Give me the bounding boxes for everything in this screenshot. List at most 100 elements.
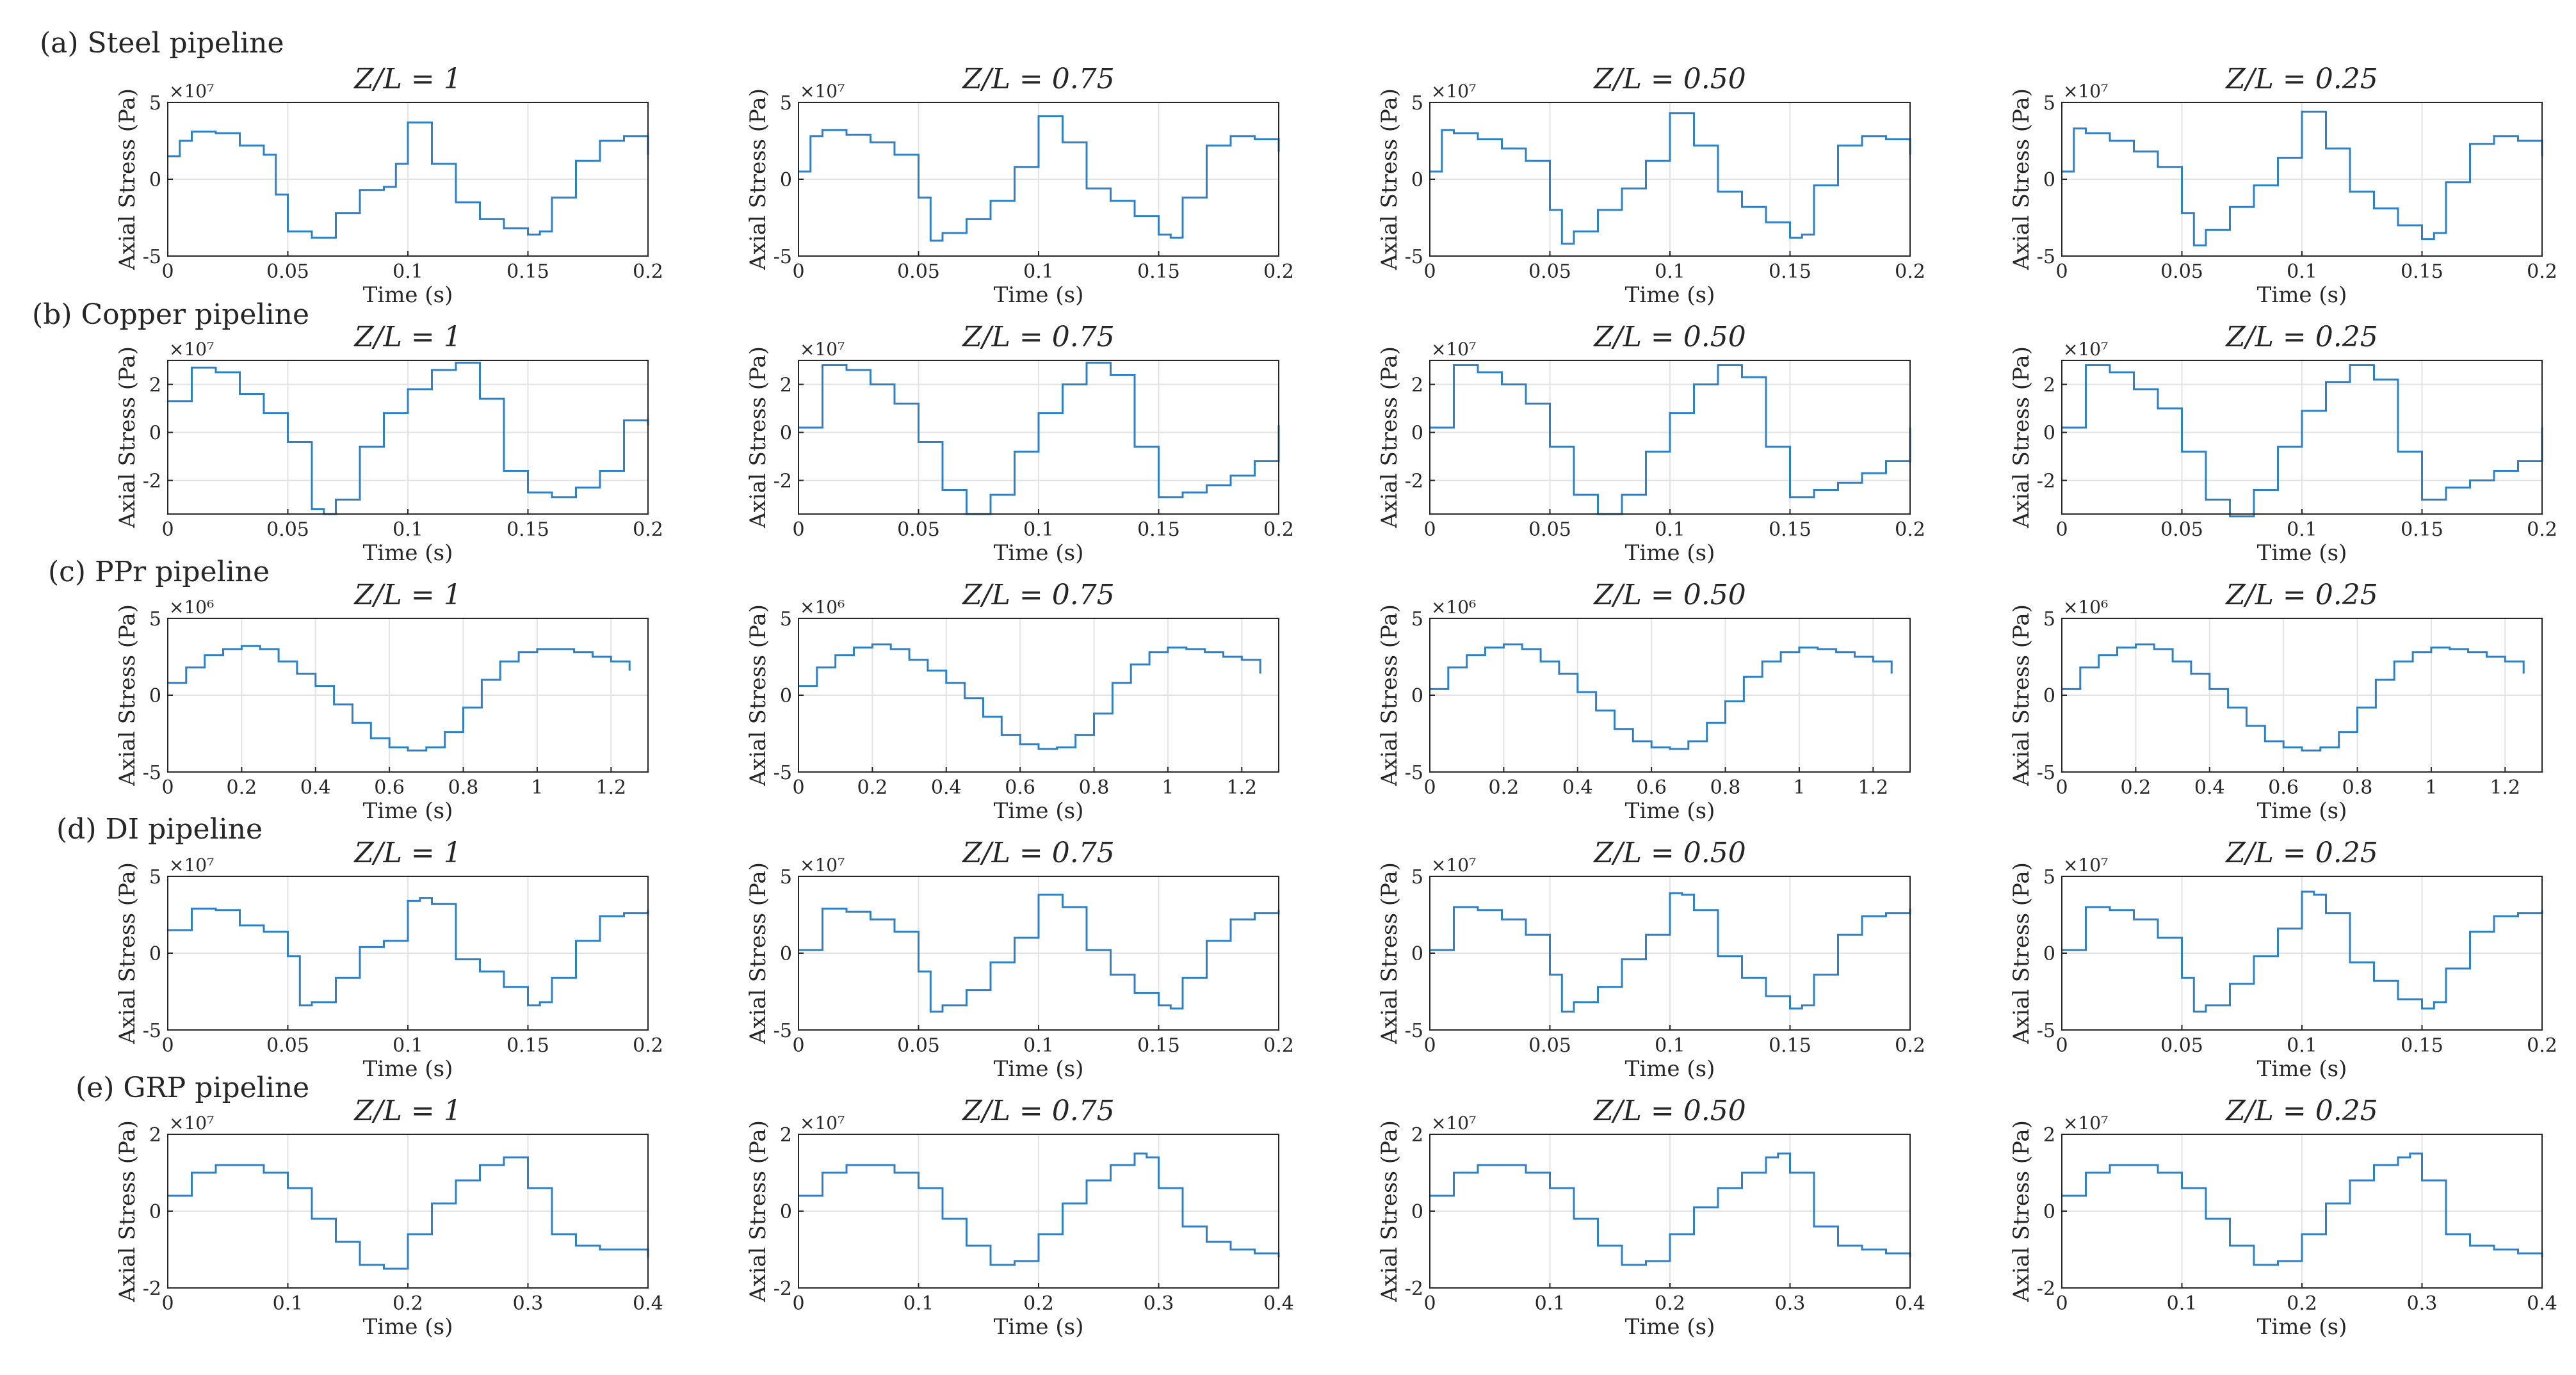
y-exponent-label: ×10⁷ bbox=[2063, 1113, 2108, 1134]
panel-title: Z/L = 0.75 bbox=[961, 837, 1114, 869]
x-tick-label: 0.2 bbox=[2527, 1034, 2557, 1057]
y-tick-label: 5 bbox=[1411, 92, 1423, 115]
y-tick-label: -5 bbox=[143, 1020, 161, 1042]
x-axis-label: Time (s) bbox=[994, 1056, 1084, 1082]
x-tick-label: 0.05 bbox=[2160, 261, 2203, 283]
y-tick-label: 5 bbox=[780, 92, 792, 115]
x-axis-label: Time (s) bbox=[2257, 1056, 2347, 1082]
x-tick-label: 0.05 bbox=[1528, 519, 1571, 541]
y-exponent-label: ×10⁷ bbox=[1431, 1113, 1476, 1134]
y-tick-label: 0 bbox=[1411, 685, 1423, 707]
x-tick-label: 0.3 bbox=[1775, 1292, 1806, 1315]
y-tick-label: 5 bbox=[2043, 608, 2055, 631]
x-tick-label: 1 bbox=[531, 776, 543, 799]
panel-title: Z/L = 1 bbox=[353, 63, 461, 95]
stress-series-line bbox=[2062, 110, 2543, 246]
x-tick-label: 0.1 bbox=[1535, 1292, 1566, 1315]
x-tick-label: 0 bbox=[161, 1034, 174, 1057]
y-tick-label: -5 bbox=[1405, 1020, 1423, 1042]
y-tick-label: 2 bbox=[1411, 1124, 1423, 1146]
y-exponent-label: ×10⁷ bbox=[800, 81, 845, 102]
x-tick-label: 0.05 bbox=[266, 1034, 309, 1057]
stress-series-line bbox=[1430, 1152, 1911, 1266]
x-tick-label: 1.2 bbox=[1858, 776, 1888, 799]
x-tick-label: 0.4 bbox=[1895, 1292, 1925, 1315]
x-tick-label: 0.2 bbox=[857, 776, 888, 799]
y-axis-label: Axial Stress (Pa) bbox=[1377, 862, 1402, 1045]
y-exponent-label: ×10⁷ bbox=[800, 1113, 845, 1134]
y-axis-label: Axial Stress (Pa) bbox=[2009, 88, 2034, 271]
x-tick-label: 0.1 bbox=[393, 519, 423, 541]
y-exponent-label: ×10⁶ bbox=[169, 597, 214, 618]
x-tick-label: 0.6 bbox=[1636, 776, 1667, 799]
x-tick-label: 0.2 bbox=[1263, 519, 1294, 541]
x-tick-label: 0.1 bbox=[1655, 1034, 1685, 1057]
x-tick-label: 0 bbox=[161, 776, 174, 799]
x-tick-label: 0.4 bbox=[1562, 776, 1593, 799]
y-axis-label: Axial Stress (Pa) bbox=[2009, 862, 2034, 1045]
stress-series-line bbox=[1430, 892, 1911, 1013]
x-tick-label: 0.8 bbox=[1710, 776, 1741, 799]
x-tick-label: 0.1 bbox=[1023, 519, 1054, 541]
x-tick-label: 0 bbox=[1423, 776, 1436, 799]
panel-title: Z/L = 1 bbox=[353, 837, 461, 869]
row-title: (c) PPr pipeline bbox=[48, 556, 270, 588]
y-tick-label: -5 bbox=[2037, 246, 2055, 268]
y-axis-label: Axial Stress (Pa) bbox=[745, 346, 771, 529]
y-tick-label: 0 bbox=[149, 685, 161, 707]
panel-title: Z/L = 0.25 bbox=[2224, 837, 2378, 869]
x-tick-label: 1.2 bbox=[595, 776, 626, 799]
x-tick-label: 0.2 bbox=[2527, 261, 2557, 283]
subplot-r2-c3: 0 0.2 0.4 0.6 0.8 1 1.2-505×10⁶ Z/L = 0.25Time … bbox=[2009, 579, 2543, 824]
y-tick-label: 5 bbox=[1411, 608, 1423, 631]
y-tick-label: 2 bbox=[780, 1124, 792, 1146]
x-tick-label: 0 bbox=[1423, 1292, 1436, 1315]
x-tick-label: 0.6 bbox=[1005, 776, 1035, 799]
x-tick-label: 0 bbox=[2055, 519, 2068, 541]
y-exponent-label: ×10⁶ bbox=[1431, 597, 1476, 618]
x-tick-label: 0.2 bbox=[227, 776, 257, 799]
y-tick-label: 0 bbox=[780, 1201, 792, 1223]
x-tick-label: 0.05 bbox=[897, 519, 940, 541]
stress-series-line bbox=[2062, 643, 2525, 752]
x-tick-label: 0.8 bbox=[2342, 776, 2373, 799]
x-tick-label: 0.1 bbox=[393, 261, 423, 283]
stress-series-line bbox=[168, 362, 649, 515]
x-tick-label: 0.2 bbox=[393, 1292, 423, 1315]
x-tick-label: 0.15 bbox=[2401, 1034, 2443, 1057]
x-axis-label: Time (s) bbox=[1625, 798, 1715, 824]
x-tick-label: 0 bbox=[2055, 1292, 2068, 1315]
y-tick-label: 2 bbox=[149, 374, 161, 397]
x-tick-label: 0.3 bbox=[513, 1292, 544, 1315]
panel-title: Z/L = 0.50 bbox=[1592, 579, 1746, 611]
x-axis-label: Time (s) bbox=[363, 1056, 453, 1082]
subplot-r1-c3: 0 0.05 0.1 0.15 0.2 -2 0 2 ×10⁷ Z/L = 0.25 Time (s… bbox=[2009, 321, 2557, 566]
x-tick-label: 0.05 bbox=[2160, 519, 2203, 541]
x-tick-label: 0.2 bbox=[1263, 1034, 1294, 1057]
x-tick-label: 0.1 bbox=[2287, 1034, 2317, 1057]
stress-series-line bbox=[2062, 1152, 2543, 1266]
stress-series-line bbox=[168, 897, 649, 1007]
y-tick-label: 2 bbox=[2043, 374, 2055, 397]
x-tick-label: 0.8 bbox=[1079, 776, 1110, 799]
panel-title: Z/L = 0.75 bbox=[961, 321, 1114, 353]
y-tick-label: -2 bbox=[2037, 1278, 2055, 1300]
x-tick-label: 0 bbox=[792, 519, 804, 541]
y-axis-label: Axial Stress (Pa) bbox=[745, 88, 771, 271]
y-axis-label: Axial Stress (Pa) bbox=[115, 88, 140, 271]
y-tick-label: -2 bbox=[143, 1278, 161, 1300]
subplot-r1-c2: 0 0.05 0.1 0.15 0.2 -2 0 2 ×10⁷ Z/L = 0.50 Time (s… bbox=[1377, 321, 1925, 566]
x-axis-label: Time (s) bbox=[363, 798, 453, 824]
x-tick-label: 0.2 bbox=[1895, 519, 1925, 541]
y-tick-label: 0 bbox=[2043, 1201, 2055, 1223]
stress-series-line bbox=[1430, 643, 1893, 750]
x-tick-label: 0.15 bbox=[1137, 261, 1180, 283]
y-exponent-label: ×10⁷ bbox=[1431, 339, 1476, 360]
y-tick-label: -2 bbox=[143, 470, 161, 493]
x-tick-label: 0.2 bbox=[2527, 519, 2557, 541]
x-axis-label: Time (s) bbox=[994, 798, 1084, 824]
